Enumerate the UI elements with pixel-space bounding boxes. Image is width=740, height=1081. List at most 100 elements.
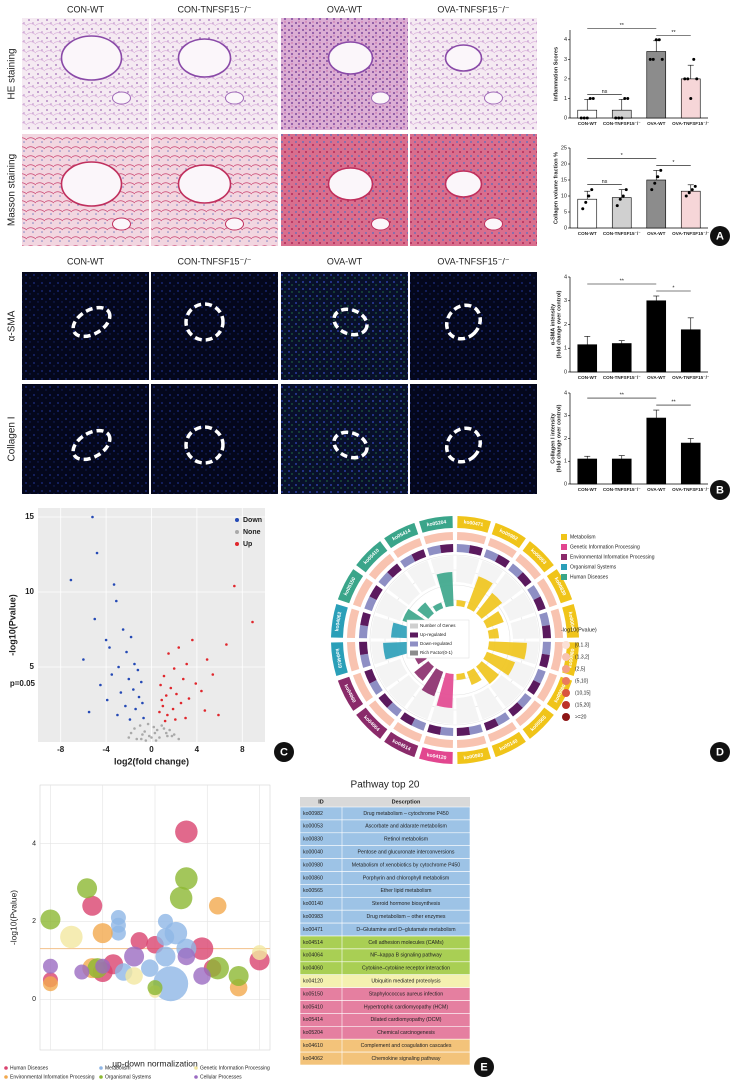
y-tick-label: 5	[30, 662, 35, 671]
down-band	[364, 596, 377, 612]
y-tick-label: 5	[564, 209, 567, 215]
bubble	[92, 923, 113, 944]
data-point	[116, 713, 119, 717]
data-point	[136, 668, 140, 672]
data-point	[93, 617, 97, 621]
sector-band	[356, 541, 388, 573]
vessel	[225, 91, 244, 105]
data-point	[82, 658, 85, 661]
vessel	[484, 91, 503, 105]
panel-badge	[474, 1057, 494, 1077]
table-cell: D–Glutamine and D–glutamate metabolism	[356, 927, 455, 933]
data-point	[166, 713, 169, 717]
data-point	[591, 96, 595, 100]
pvalue-band	[515, 553, 542, 580]
rich-bar	[436, 672, 454, 708]
x-tick-label: CON-TNFSF15⁻/⁻	[603, 231, 641, 236]
data-point	[87, 710, 91, 714]
up-band	[411, 549, 427, 562]
rich-bar	[466, 576, 493, 612]
x-tick-label: OVA-WT	[647, 231, 665, 236]
up-band	[439, 544, 454, 554]
legend-swatch	[562, 653, 570, 661]
data-point	[225, 643, 228, 646]
vessel	[112, 91, 131, 105]
x-tick-label: CON-WT	[578, 231, 597, 236]
table-cell: ko00053	[303, 824, 323, 830]
pvalue-band	[347, 641, 360, 672]
legend-swatch	[561, 564, 567, 570]
bar	[680, 329, 701, 373]
data-point	[651, 57, 655, 61]
data-point	[689, 96, 693, 100]
sector-band	[491, 522, 526, 549]
data-point	[683, 77, 687, 81]
data-point	[687, 191, 691, 195]
significance-label: ns	[602, 89, 608, 95]
data-point	[653, 181, 657, 185]
y-axis-label: α-SMA intensity	[550, 303, 556, 345]
pvalue-band	[423, 532, 454, 545]
data-point	[171, 707, 175, 711]
table-cell: Cell adhesion molecules (CAMs)	[368, 940, 444, 946]
legend-swatch	[4, 1075, 8, 1079]
bubble	[130, 932, 149, 950]
legend-label: Organismal Systems	[105, 1074, 152, 1080]
vessel	[484, 217, 503, 231]
data-point	[143, 730, 146, 733]
data-point	[181, 677, 185, 681]
data-point	[175, 692, 178, 696]
table-cell: ko00982	[303, 811, 323, 817]
rich-bar	[487, 641, 527, 660]
down-band	[359, 624, 369, 639]
airway	[60, 161, 123, 207]
grid-ring	[384, 569, 526, 711]
data-point	[615, 204, 619, 208]
data-point	[129, 635, 133, 639]
data-point	[117, 665, 120, 669]
airway-outline	[71, 428, 112, 462]
bar	[646, 417, 667, 485]
table-cell: ko04514	[303, 940, 323, 946]
y-tick-label: 0	[564, 225, 567, 231]
sector-band	[546, 676, 573, 711]
x-tick-label: CON-TNFSF15⁻/⁻	[603, 375, 641, 380]
legend-label: Metabolism	[570, 534, 596, 540]
rich-bar	[487, 628, 499, 639]
legend-label: Cellular Processes	[200, 1074, 242, 1080]
legend-label: >=20	[575, 714, 587, 720]
data-point	[692, 57, 696, 61]
data-point	[167, 652, 170, 655]
data-point	[133, 727, 136, 730]
x-tick-label: OVA-TNFSF15⁻/⁻	[672, 487, 710, 492]
table-cell: Ether lipid metabolism	[380, 888, 431, 894]
airway-outline	[184, 302, 225, 342]
data-point	[154, 739, 158, 742]
significance-label: **	[620, 23, 625, 29]
pvalue-band	[347, 608, 360, 639]
table-cell: Cytokine–cytokine receptor interaction	[362, 966, 450, 972]
significance-label: **	[620, 278, 625, 284]
table-cell: Drug metabolism – cytochrome P450	[363, 811, 448, 817]
gene-bar	[406, 687, 436, 720]
bubble	[95, 958, 111, 974]
up-band	[533, 596, 546, 612]
pvalue-band	[423, 735, 454, 748]
panel-label: E	[480, 1061, 487, 1073]
data-point	[179, 701, 183, 705]
data-point	[686, 77, 690, 81]
data-point	[695, 77, 699, 81]
y-tick-label: 2	[564, 436, 567, 442]
y-tick-label: 1	[564, 96, 567, 102]
significance-label: *	[621, 153, 624, 159]
significance-label: **	[671, 400, 676, 406]
data-point	[693, 184, 697, 188]
data-point	[620, 116, 624, 120]
legend-swatch	[4, 1066, 8, 1070]
data-point	[587, 194, 591, 198]
gene-bar	[375, 591, 408, 621]
legend-swatch	[410, 650, 418, 656]
table-cell: NF–kappa B signaling pathway	[370, 953, 442, 959]
micrograph	[151, 272, 278, 380]
y-tick-label: 15	[561, 177, 567, 183]
